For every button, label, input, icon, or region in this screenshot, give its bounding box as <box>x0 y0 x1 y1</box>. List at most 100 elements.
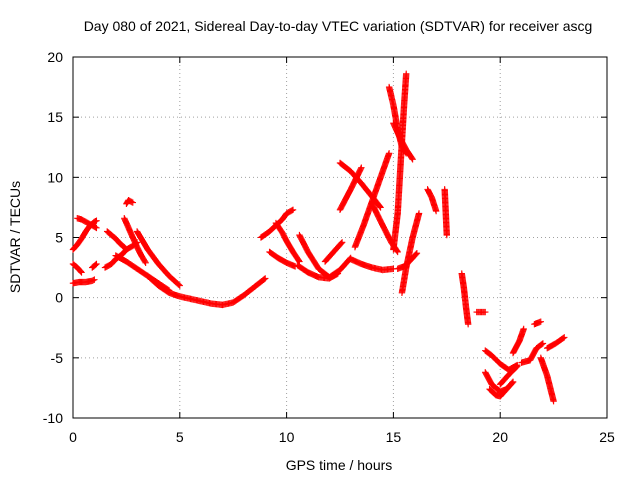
x-axis-label: GPS time / hours <box>286 457 393 473</box>
data-point <box>409 156 416 163</box>
series-arc-g <box>103 228 130 253</box>
series-arc-aj <box>486 378 517 400</box>
data-point <box>385 150 393 157</box>
series-arc-an <box>537 354 557 405</box>
x-axis: 0 5 10 15 20 25 <box>69 57 615 445</box>
series-arc-aa <box>390 70 410 253</box>
x-tick-label: 25 <box>599 429 615 445</box>
data-point <box>520 325 527 333</box>
data-point <box>403 70 410 78</box>
series-arc-ad <box>424 186 440 215</box>
series-arc-ag <box>473 308 489 316</box>
data-point <box>538 340 546 348</box>
y-tick-label: 10 <box>47 169 63 185</box>
series-arc-b <box>74 215 100 232</box>
y-axis-label: SDTVAR / TECUs <box>7 181 23 293</box>
data-point <box>141 258 149 265</box>
data-point <box>394 248 401 256</box>
data-point <box>358 164 365 171</box>
y-tick-label: 20 <box>47 49 63 65</box>
y-tick-label: -10 <box>43 410 63 426</box>
data-point <box>561 334 568 341</box>
data-point <box>92 224 99 231</box>
data-point <box>415 210 423 217</box>
data-point <box>513 363 520 371</box>
x-tick-label: 5 <box>176 429 184 445</box>
series-arc-ap <box>531 318 544 328</box>
data-point <box>338 239 345 247</box>
data-point <box>376 203 384 210</box>
data-point <box>91 276 98 283</box>
data-point <box>176 282 183 289</box>
data-point <box>175 281 183 289</box>
data-point <box>537 318 544 325</box>
series-arc-ae <box>441 186 450 239</box>
data-point <box>377 204 384 211</box>
data-point <box>464 320 472 328</box>
series-arc-al <box>509 325 527 357</box>
series-arc-o <box>266 248 299 270</box>
y-axis: -10 -5 0 5 10 15 20 <box>43 49 607 426</box>
data-point <box>78 269 85 276</box>
data-point <box>90 277 97 284</box>
data-point <box>92 218 99 225</box>
series-arc-j <box>121 215 149 266</box>
chart-title: Day 080 of 2021, Sidereal Day-to-day VTE… <box>84 18 593 34</box>
series-arc-c <box>69 260 85 276</box>
data-point <box>393 247 401 255</box>
data-point <box>560 334 567 342</box>
data-point <box>93 224 100 232</box>
data-point <box>93 217 100 224</box>
data-point <box>93 260 100 268</box>
data-point <box>262 275 269 282</box>
data-point <box>539 340 547 347</box>
data-point <box>443 231 450 239</box>
series-arc-s <box>321 239 346 265</box>
data-point <box>128 198 135 206</box>
series-arc-ao <box>543 334 568 352</box>
series-arc-u <box>336 164 365 214</box>
series-arc-v <box>347 255 397 274</box>
series-arc-m <box>144 272 269 309</box>
data-point <box>338 239 346 246</box>
data-point <box>482 308 489 316</box>
data-point <box>432 207 440 215</box>
series-arc-am <box>518 340 547 366</box>
data-point <box>509 378 517 386</box>
data-point <box>412 250 420 258</box>
data-point <box>92 261 99 268</box>
data-point <box>129 199 137 206</box>
series-arc-e <box>89 260 100 271</box>
data-point <box>509 379 516 386</box>
data-points <box>69 70 568 405</box>
x-tick-label: 0 <box>69 429 77 445</box>
series-arc-ah <box>482 347 521 374</box>
y-tick-label: 5 <box>55 230 63 246</box>
data-point <box>289 206 297 214</box>
series-arc-d <box>69 276 98 287</box>
data-point <box>413 249 421 257</box>
data-point <box>261 275 268 283</box>
data-point <box>142 259 149 266</box>
grid <box>73 57 607 418</box>
y-tick-label: 0 <box>55 290 63 306</box>
series-arc-af <box>458 270 472 328</box>
data-point <box>514 363 521 370</box>
y-tick-label: -5 <box>51 350 64 366</box>
x-tick-label: 20 <box>492 429 508 445</box>
series-arc-ac <box>398 210 423 297</box>
series-arc-r <box>294 261 342 282</box>
data-point <box>288 207 296 214</box>
series-arc-i <box>123 196 137 208</box>
series-arc-p <box>272 219 303 265</box>
data-point <box>334 270 342 277</box>
series-arc-k <box>133 228 183 289</box>
x-tick-label: 15 <box>386 429 402 445</box>
x-tick-label: 10 <box>279 429 295 445</box>
series-arc-ak <box>497 363 521 388</box>
data-point <box>550 397 557 405</box>
y-tick-label: 15 <box>47 109 63 125</box>
data-point <box>77 268 85 275</box>
data-point <box>408 155 416 162</box>
